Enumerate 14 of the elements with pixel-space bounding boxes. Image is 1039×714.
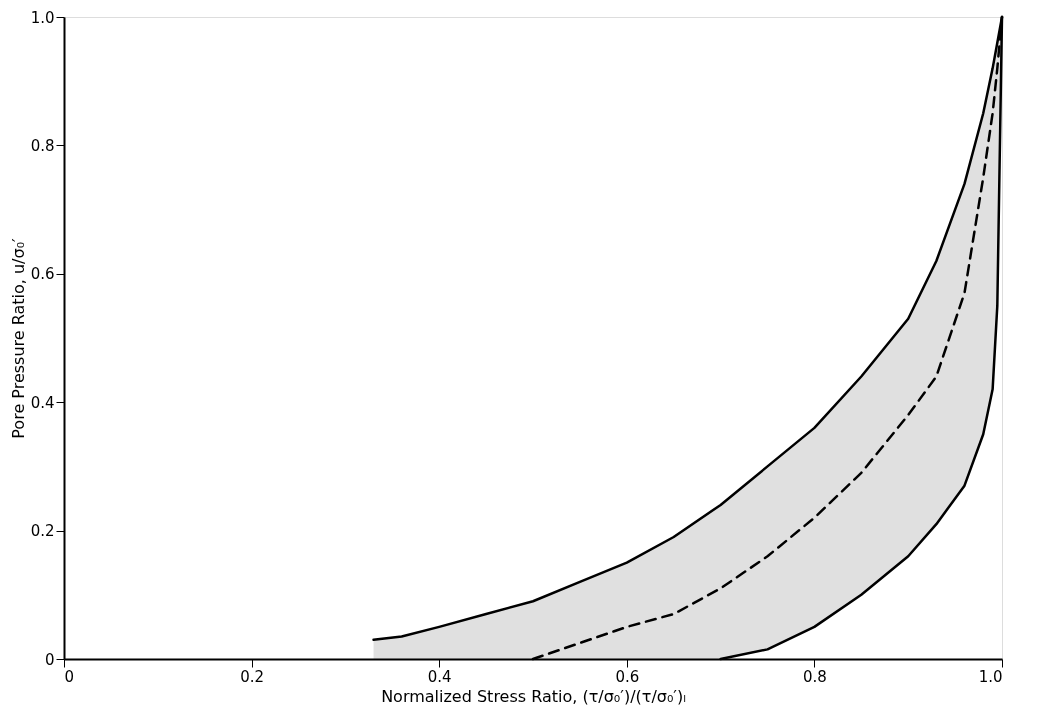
- y-tick-label: 0.8: [30, 136, 55, 155]
- x-tick-label: 1.0: [978, 667, 1003, 686]
- x-tick-label: 0.6: [615, 667, 640, 686]
- x-tick-label: 0.4: [427, 667, 452, 686]
- y-tick-label: 1.0: [30, 8, 55, 27]
- x-tick-label: 0: [64, 667, 75, 686]
- y-tick-label: 0.2: [30, 522, 55, 541]
- x-tick-label: 0.2: [240, 667, 265, 686]
- x-tick-label: 0.8: [802, 667, 827, 686]
- y-tick-label: 0: [44, 650, 55, 669]
- y-tick-label: 0.4: [30, 393, 55, 412]
- y-axis-title: Pore Pressure Ratio, u/σ₀′: [8, 237, 28, 439]
- x-axis-title: Normalized Stress Ratio, (τ/σ₀′)/(τ/σ₀′)ₗ: [381, 686, 686, 706]
- y-tick-label: 0.6: [30, 265, 55, 284]
